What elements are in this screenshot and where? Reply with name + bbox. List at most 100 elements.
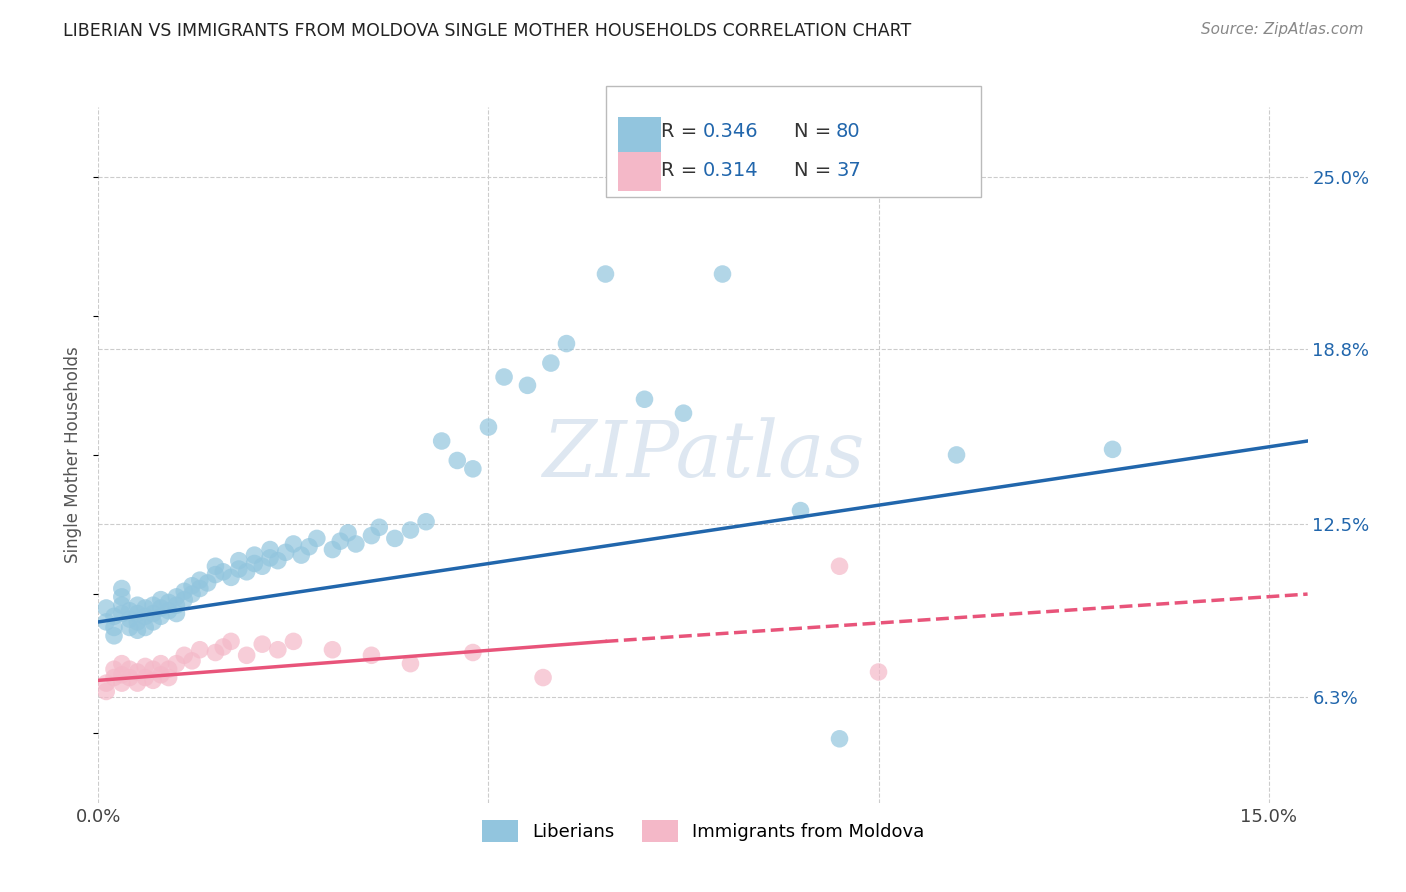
Immigrants from Moldova xyxy=(399,657,422,671)
Immigrants from Moldova xyxy=(204,646,226,660)
Liberians xyxy=(173,584,195,599)
Liberians xyxy=(96,601,118,615)
FancyBboxPatch shape xyxy=(606,87,981,197)
Liberians xyxy=(243,548,266,562)
Immigrants from Moldova xyxy=(828,559,851,574)
Liberians xyxy=(321,542,343,557)
Liberians xyxy=(96,615,118,629)
Liberians xyxy=(305,532,328,546)
Liberians xyxy=(415,515,437,529)
Liberians xyxy=(149,609,172,624)
Text: N =: N = xyxy=(793,161,837,179)
Immigrants from Moldova xyxy=(868,665,890,679)
Liberians xyxy=(228,554,250,568)
Liberians xyxy=(134,620,156,634)
Liberians xyxy=(461,462,484,476)
Liberians xyxy=(134,609,156,624)
Liberians xyxy=(197,576,219,591)
Liberians xyxy=(267,554,290,568)
Liberians xyxy=(181,587,204,601)
Liberians xyxy=(204,567,226,582)
Liberians xyxy=(516,378,538,392)
Liberians xyxy=(1101,442,1123,457)
Text: 37: 37 xyxy=(837,161,860,179)
Immigrants from Moldova xyxy=(321,642,343,657)
Liberians xyxy=(103,620,125,634)
Liberians xyxy=(252,559,274,574)
Immigrants from Moldova xyxy=(461,646,484,660)
Liberians xyxy=(111,607,134,621)
Liberians xyxy=(111,582,134,596)
Liberians xyxy=(298,540,321,554)
Liberians xyxy=(337,525,360,540)
Liberians xyxy=(672,406,695,420)
Liberians xyxy=(127,598,149,612)
Liberians xyxy=(142,615,165,629)
Liberians xyxy=(134,601,156,615)
Legend: Liberians, Immigrants from Moldova: Liberians, Immigrants from Moldova xyxy=(474,813,932,849)
Liberians xyxy=(540,356,562,370)
Immigrants from Moldova xyxy=(212,640,235,654)
Immigrants from Moldova xyxy=(165,657,187,671)
Text: Source: ZipAtlas.com: Source: ZipAtlas.com xyxy=(1201,22,1364,37)
Liberians xyxy=(149,592,172,607)
Liberians xyxy=(142,598,165,612)
Liberians xyxy=(945,448,967,462)
Immigrants from Moldova xyxy=(531,671,554,685)
Liberians xyxy=(711,267,734,281)
Liberians xyxy=(633,392,655,407)
Liberians xyxy=(595,267,617,281)
Text: 0.346: 0.346 xyxy=(703,122,759,141)
Immigrants from Moldova xyxy=(134,659,156,673)
Liberians xyxy=(344,537,367,551)
Immigrants from Moldova xyxy=(111,657,134,671)
Text: N =: N = xyxy=(793,122,837,141)
Liberians xyxy=(228,562,250,576)
Liberians xyxy=(368,520,391,534)
Liberians xyxy=(259,542,281,557)
Immigrants from Moldova xyxy=(149,667,172,681)
Liberians xyxy=(494,370,516,384)
Immigrants from Moldova xyxy=(118,671,141,685)
Liberians xyxy=(212,565,235,579)
Liberians xyxy=(142,607,165,621)
Liberians xyxy=(157,604,180,618)
Liberians xyxy=(111,598,134,612)
Immigrants from Moldova xyxy=(149,657,172,671)
Liberians xyxy=(399,523,422,537)
Immigrants from Moldova xyxy=(96,676,118,690)
Liberians xyxy=(235,565,257,579)
Liberians xyxy=(283,537,305,551)
FancyBboxPatch shape xyxy=(619,153,661,191)
Liberians xyxy=(789,503,811,517)
Liberians xyxy=(259,550,281,565)
Liberians xyxy=(127,624,149,638)
Immigrants from Moldova xyxy=(103,662,125,676)
Immigrants from Moldova xyxy=(96,684,118,698)
Liberians xyxy=(181,579,204,593)
Text: 80: 80 xyxy=(837,122,860,141)
Y-axis label: Single Mother Households: Single Mother Households xyxy=(65,347,83,563)
Immigrants from Moldova xyxy=(157,671,180,685)
Immigrants from Moldova xyxy=(181,654,204,668)
Liberians xyxy=(103,609,125,624)
Immigrants from Moldova xyxy=(142,662,165,676)
Liberians xyxy=(430,434,453,448)
Immigrants from Moldova xyxy=(111,667,134,681)
Immigrants from Moldova xyxy=(267,642,290,657)
Liberians xyxy=(188,582,211,596)
Immigrants from Moldova xyxy=(283,634,305,648)
Liberians xyxy=(290,548,312,562)
Text: 0.314: 0.314 xyxy=(703,161,759,179)
Liberians xyxy=(204,559,226,574)
Liberians xyxy=(555,336,578,351)
Liberians xyxy=(219,570,242,584)
Liberians xyxy=(360,528,382,542)
Liberians xyxy=(188,573,211,587)
Text: R =: R = xyxy=(661,161,703,179)
Immigrants from Moldova xyxy=(188,642,211,657)
Liberians xyxy=(165,598,187,612)
Immigrants from Moldova xyxy=(142,673,165,688)
Liberians xyxy=(173,592,195,607)
Liberians xyxy=(243,557,266,571)
